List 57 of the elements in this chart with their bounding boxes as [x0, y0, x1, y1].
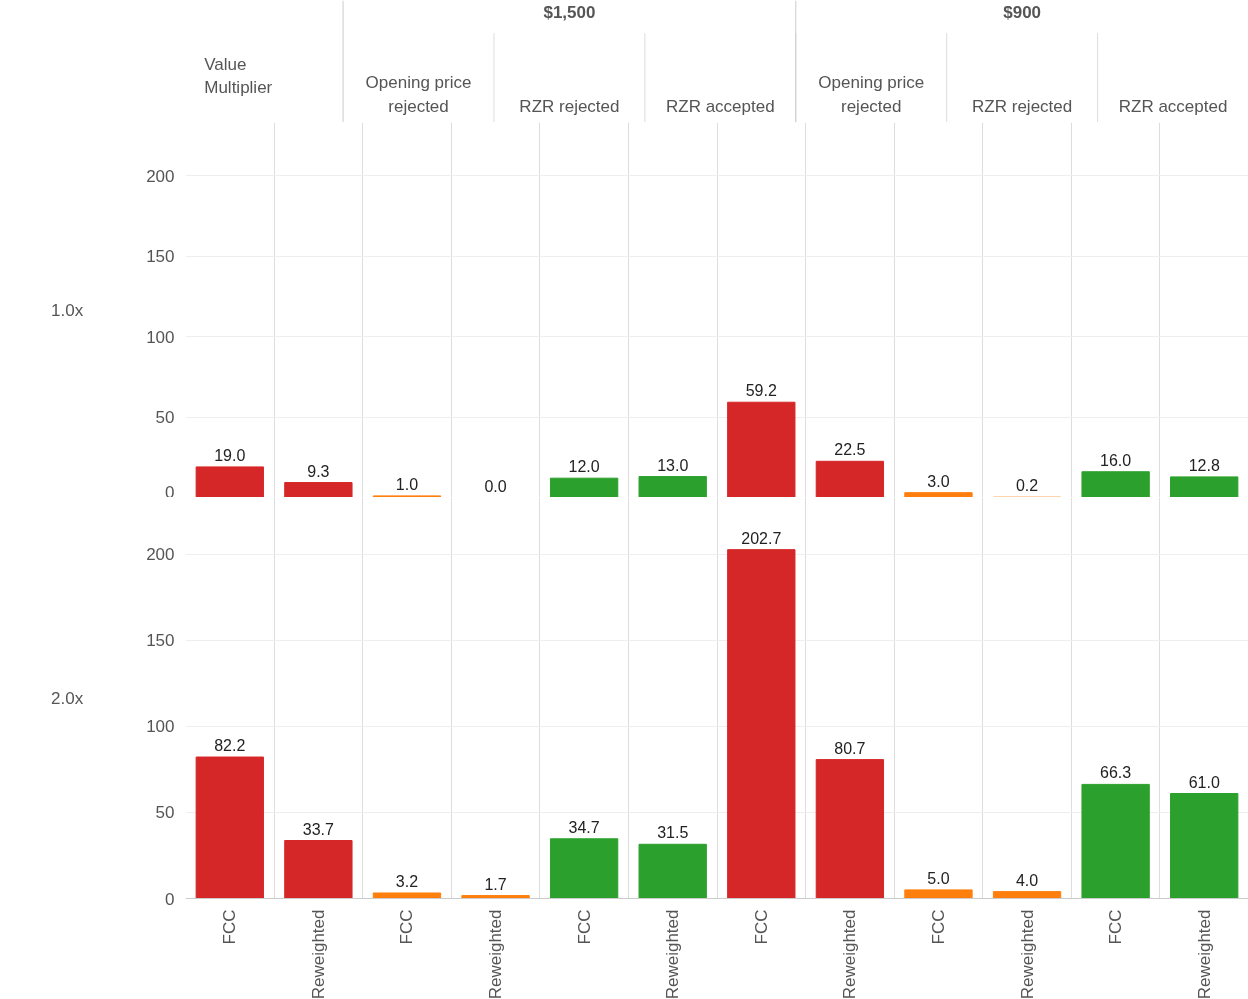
text: $1,500 [543, 3, 596, 23]
text: RZR accepted [1118, 97, 1228, 117]
data-label: 66.3 [1100, 764, 1132, 782]
y-tick-label: 200 [146, 166, 175, 186]
text: Value Multiplier [204, 54, 273, 97]
y-tick-label: 50 [155, 803, 175, 823]
x-tick-label: FCC [1106, 909, 1126, 945]
x-tick-label: Reweighted [663, 909, 683, 999]
data-label: 0.2 [1015, 477, 1039, 495]
data-label: 202.7 [741, 529, 782, 547]
data-label: 5.0 [927, 869, 950, 887]
y-tick-label: 150 [146, 247, 175, 267]
text: RZR rejected [519, 97, 620, 117]
y-tick-label: 0 [165, 889, 175, 909]
data-label: 61.0 [1188, 773, 1220, 791]
data-label: 12.0 [568, 458, 600, 476]
data-label: 13.0 [657, 456, 689, 474]
data-label: 3.2 [395, 872, 419, 890]
text: RZR rejected [972, 97, 1073, 117]
data-label: 34.7 [568, 818, 600, 836]
data-label: 3.0 [927, 472, 950, 490]
x-tick-label: Reweighted [1194, 909, 1214, 999]
data-label: 33.7 [302, 820, 335, 838]
data-label: 22.5 [834, 441, 866, 459]
data-label: 82.2 [214, 737, 246, 755]
y-tick-label: 100 [146, 327, 175, 347]
data-label: 0.0 [484, 477, 507, 495]
data-label: 12.8 [1188, 456, 1220, 474]
text: Opening price rejected [365, 72, 472, 117]
y-axis-title: 1.0x [51, 300, 84, 320]
text: RZR accepted [666, 97, 775, 117]
y-tick-label: 150 [146, 631, 175, 651]
data-label: 1.0 [395, 475, 419, 493]
x-tick-label: FCC [397, 909, 417, 945]
text: $900 [1003, 3, 1042, 23]
text: Opening price rejected [818, 72, 925, 117]
data-label: 31.5 [657, 824, 689, 842]
data-label: 9.3 [307, 462, 330, 480]
x-tick-label: FCC [928, 909, 948, 945]
y-tick-label: 200 [146, 545, 175, 565]
x-tick-label: Reweighted [1017, 909, 1037, 999]
y-tick-label: 0 [165, 482, 175, 502]
x-tick-label: FCC [574, 909, 594, 945]
x-tick-label: Reweighted [840, 909, 860, 999]
x-tick-label: Reweighted [486, 909, 506, 999]
data-label: 16.0 [1100, 451, 1132, 469]
data-label: 19.0 [214, 446, 246, 464]
x-tick-label: Reweighted [308, 909, 328, 999]
data-label: 4.0 [1015, 871, 1039, 889]
y-tick-label: 50 [155, 408, 175, 428]
y-axis-title: 2.0x [51, 688, 84, 708]
data-label: 59.2 [745, 382, 777, 400]
data-label: 80.7 [834, 739, 866, 757]
x-tick-label: FCC [220, 909, 240, 945]
x-tick-label: FCC [751, 909, 771, 945]
y-tick-label: 100 [146, 717, 175, 737]
data-label: 1.7 [484, 875, 507, 893]
